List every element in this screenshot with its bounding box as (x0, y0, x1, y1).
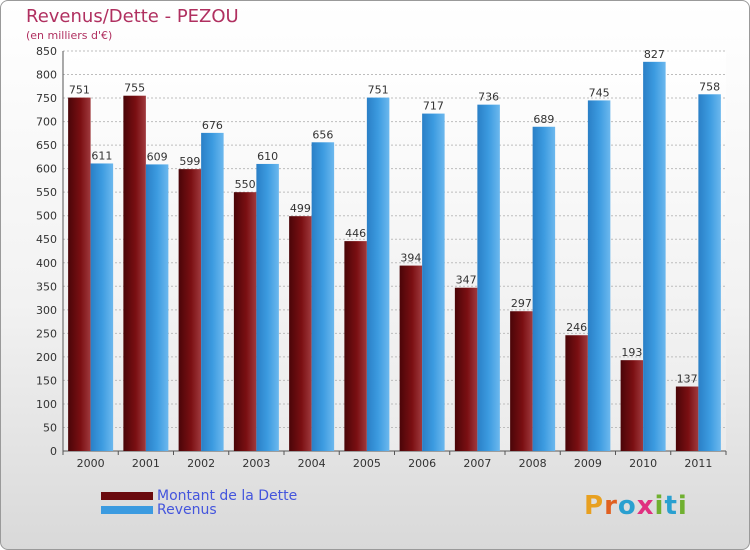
y-tick-label: 450 (36, 233, 57, 246)
chart-title: Revenus/Dette - PEZOU (26, 6, 239, 27)
bar-debt (178, 169, 202, 451)
data-label-revenue: 689 (533, 113, 554, 126)
data-label-revenue: 717 (423, 100, 444, 113)
data-label-debt: 297 (511, 297, 532, 310)
legend-swatch-debt (101, 492, 153, 500)
y-tick-label: 250 (36, 327, 57, 340)
logo-letter: x (636, 491, 655, 521)
bar-revenue (698, 94, 721, 451)
y-tick-label: 150 (36, 374, 57, 387)
x-tick-label: 2004 (298, 457, 326, 470)
data-label-debt: 193 (621, 346, 642, 359)
data-label-revenue: 611 (91, 149, 112, 162)
data-label-debt: 599 (179, 155, 200, 168)
bar-debt (233, 192, 257, 452)
bar-revenue (90, 163, 114, 451)
plot-area (63, 51, 726, 451)
bar-revenue (477, 104, 500, 451)
x-tick-label: 2002 (187, 457, 215, 470)
logo-letter: P (584, 491, 605, 521)
bar-debt (123, 95, 146, 452)
logo-letter: i (677, 491, 688, 521)
bar-debt (565, 335, 588, 451)
bar-debt (68, 97, 91, 452)
y-tick-label: 300 (36, 304, 57, 317)
data-label-debt: 246 (566, 321, 587, 334)
y-tick-label: 50 (43, 421, 57, 434)
y-tick-label: 550 (36, 186, 57, 199)
y-tick-label: 400 (36, 257, 57, 270)
x-tick-label: 2007 (463, 457, 491, 470)
data-label-debt: 347 (456, 274, 477, 287)
data-label-revenue: 745 (589, 86, 610, 99)
bar-debt (399, 265, 423, 451)
bar-revenue (532, 126, 556, 451)
data-label-revenue: 609 (147, 150, 168, 163)
y-tick-label: 650 (36, 139, 57, 152)
bar-debt (344, 241, 367, 451)
proxiti-logo: Proxiti (584, 491, 688, 521)
y-tick-label: 200 (36, 351, 57, 364)
x-tick-label: 2001 (132, 457, 160, 470)
bar-debt (454, 287, 478, 451)
data-label-debt: 751 (69, 84, 90, 97)
bar-debt (289, 216, 312, 451)
bar-revenue (256, 163, 279, 452)
bar-revenue (643, 61, 666, 452)
x-tick-label: 2009 (574, 457, 602, 470)
y-tick-label: 600 (36, 163, 57, 176)
data-label-debt: 499 (290, 202, 311, 215)
data-label-debt: 137 (677, 373, 698, 386)
y-tick-label: 700 (36, 116, 57, 129)
data-label-revenue: 610 (257, 150, 278, 163)
data-label-revenue: 676 (202, 119, 223, 132)
logo-letter: t (664, 491, 678, 521)
bar-revenue (422, 113, 445, 452)
data-label-revenue: 656 (312, 128, 333, 141)
y-tick-label: 0 (50, 445, 57, 458)
legend-label-debt: Montant de la Dette (157, 488, 298, 504)
x-tick-label: 2003 (242, 457, 270, 470)
y-tick-label: 850 (36, 45, 57, 58)
x-tick-label: 2006 (408, 457, 436, 470)
legend-label-revenue: Revenus (157, 502, 217, 518)
bar-debt (510, 311, 533, 451)
data-label-debt: 550 (235, 178, 256, 191)
y-tick-label: 750 (36, 92, 57, 105)
bar-revenue (587, 100, 611, 451)
data-label-debt: 394 (400, 252, 421, 265)
legend-swatch-revenue (101, 506, 153, 514)
y-tick-label: 100 (36, 398, 57, 411)
data-label-revenue: 751 (368, 84, 389, 97)
logo-letter: r (604, 491, 618, 521)
x-tick-label: 2000 (77, 457, 105, 470)
data-label-revenue: 827 (644, 48, 665, 61)
bar-debt (620, 360, 644, 451)
logo-letter: o (617, 491, 637, 521)
bar-debt (675, 386, 699, 451)
x-tick-label: 2010 (629, 457, 657, 470)
bar-revenue (366, 97, 390, 452)
bar-revenue (145, 164, 169, 452)
legend-item-debt: Montant de la Dette (101, 488, 298, 504)
bar-revenue (311, 142, 335, 451)
y-tick-label: 800 (36, 69, 57, 82)
y-tick-label: 500 (36, 210, 57, 223)
x-tick-label: 2005 (353, 457, 381, 470)
x-tick-label: 2011 (684, 457, 712, 470)
data-label-debt: 755 (124, 82, 145, 95)
x-tick-label: 2008 (519, 457, 547, 470)
data-label-debt: 446 (345, 227, 366, 240)
legend-item-revenue: Revenus (101, 502, 217, 518)
y-tick-label: 350 (36, 280, 57, 293)
bar-revenue (201, 132, 224, 451)
chart-subtitle: (en milliers d'€) (26, 29, 113, 42)
data-label-revenue: 736 (478, 91, 499, 104)
logo-letter: i (654, 491, 665, 521)
data-label-revenue: 758 (699, 80, 720, 93)
